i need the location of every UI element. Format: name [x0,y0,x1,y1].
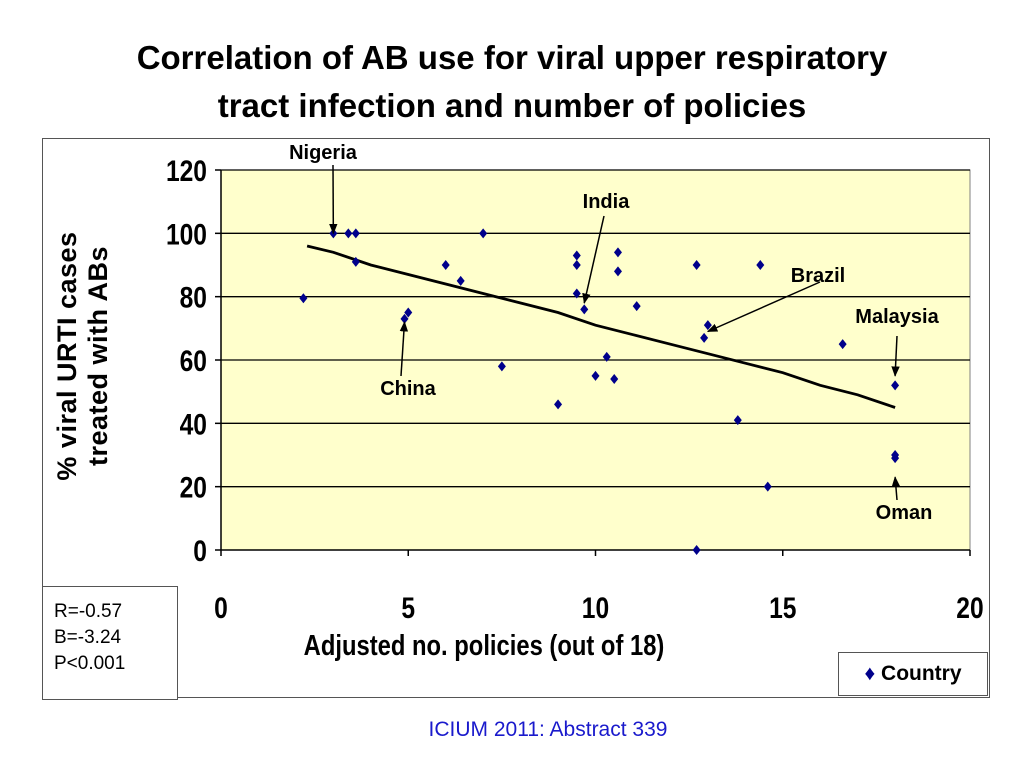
y-axis-label: % viral URTI cases treated with ABs [52,196,114,516]
data-point [891,453,900,464]
annotation-label-nigeria: Nigeria [289,142,358,164]
y-tick-label: 120 [166,154,207,188]
stats-box: R=-0.57 B=-3.24 P<0.001 [42,586,178,700]
data-point [632,301,641,312]
annotation-arrow [399,320,409,377]
data-point [613,266,622,277]
title-line-1: Correlation of AB use for viral upper re… [136,39,888,76]
y-tick-label: 0 [193,534,207,568]
data-point [572,260,581,270]
data-point [591,370,600,381]
y-axis-label-line-1: % viral URTI cases [52,231,82,481]
data-point [554,399,563,410]
annotations: Nigeria India Brazil Malaysia China Oman [289,142,939,524]
data-point [692,260,701,270]
footer-citation: ICIUM 2011: Abstract 339 [428,718,668,741]
data-point [891,380,900,391]
annotation-label-india: India [583,191,631,213]
x-tick-label: 0 [214,591,228,625]
data-point [763,481,772,492]
y-tick-label: 100 [166,217,207,251]
data-point [456,275,465,286]
y-tick-label: 20 [180,470,207,504]
axes [215,169,971,556]
data-point [838,339,847,350]
y-tick-label: 40 [180,407,207,441]
data-point [351,256,360,267]
stat-p: P<0.001 [54,653,126,674]
y-axis-label-line-2: treated with ABs [83,245,113,467]
annotation-arrow [891,476,901,501]
annotation-arrow [706,281,821,333]
data-point [580,304,589,315]
trendline-path [306,244,896,409]
data-point [441,260,450,270]
x-axis-label: Adjusted no. policies (out of 18) [303,630,665,662]
data-point [572,288,581,299]
data-point [756,260,765,270]
stat-b: B=-3.24 [54,627,122,648]
x-tick-label: 5 [401,591,415,625]
data-point [344,228,353,239]
data-point [733,415,742,426]
data-point [351,228,360,239]
x-tick-label: 20 [956,591,983,625]
data-point [299,293,308,304]
annotation-label-oman: Oman [876,502,933,524]
legend-marker-icon: ♦ [864,662,876,685]
slide-title: Correlation of AB use for viral upper re… [0,34,1024,130]
y-tick-label: 60 [180,344,207,378]
data-point [572,250,581,261]
tick-labels: 0 20 40 60 80 100 120 0 5 10 15 20 [166,154,984,625]
data-point [700,332,709,343]
trendline [306,244,896,409]
data-point [497,361,506,372]
stat-r: R=-0.57 [54,601,123,622]
data-point [404,307,413,318]
data-point [692,545,701,555]
data-point [613,247,622,258]
annotation-label-malaysia: Malaysia [855,306,939,328]
annotation-arrow [582,215,605,305]
data-point [479,228,488,239]
annotation-label-china: China [380,378,436,400]
title-line-2: tract infection and number of policies [217,87,807,124]
x-tick-label: 10 [582,591,609,625]
x-tick-label: 15 [769,591,796,625]
data-point [602,351,611,362]
legend-label: Country [881,662,962,685]
annotation-arrow [891,335,900,377]
legend: ♦ Country [838,652,988,696]
annotation-label-brazil: Brazil [791,265,845,287]
y-tick-label: 80 [180,280,207,314]
data-point [610,374,619,384]
